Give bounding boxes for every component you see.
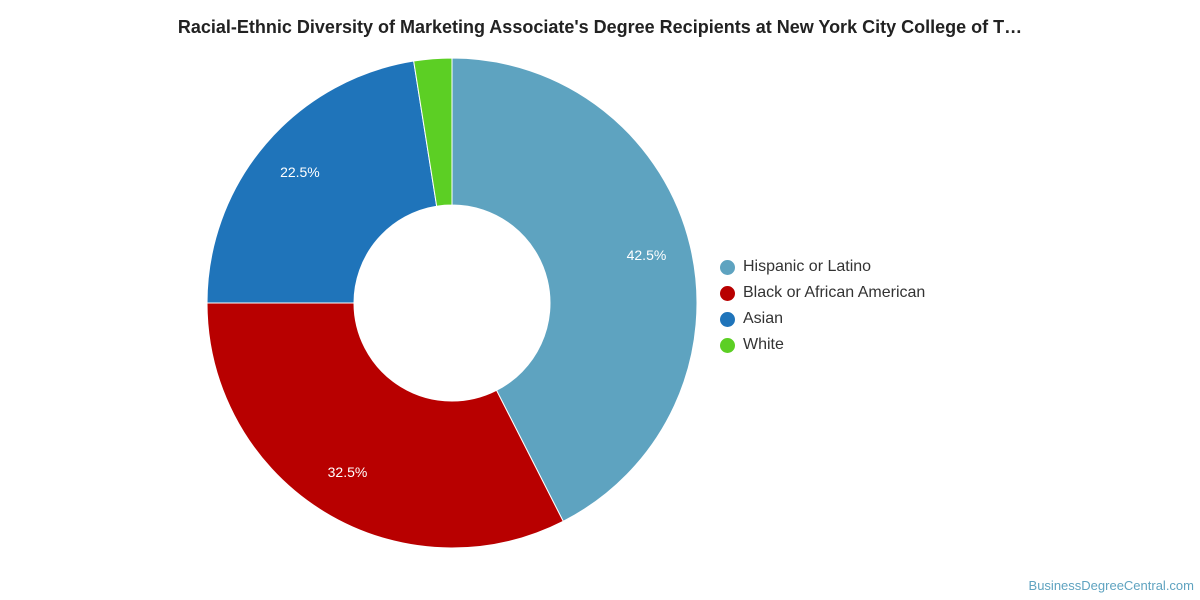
slice-value-label: 32.5% [328, 464, 368, 480]
legend-swatch [720, 285, 735, 301]
slice-black-or-african-american[interactable] [206, 302, 564, 549]
legend-item-asian[interactable]: Asian [720, 306, 925, 332]
legend-label: Hispanic or Latino [743, 258, 872, 275]
legend-swatch [720, 259, 735, 275]
slice-asian[interactable] [206, 60, 438, 304]
slice-value-label: 42.5% [627, 247, 667, 263]
slice-white[interactable] [413, 57, 453, 207]
donut-slices [206, 57, 698, 549]
chart-title: Racial-Ethnic Diversity of Marketing Ass… [177, 17, 1023, 37]
legend-item-white[interactable]: White [720, 332, 925, 358]
legend-swatch [720, 337, 735, 353]
slice-value-label: 22.5% [280, 164, 320, 180]
chart-legend: Hispanic or Latino Black or African Amer… [720, 254, 925, 358]
legend-label: White [743, 336, 784, 353]
slice-hispanic-or-latino[interactable] [451, 57, 698, 522]
source-credit[interactable]: BusinessDegreeCentral.com [1028, 578, 1194, 593]
legend-label: Black or African American [743, 284, 926, 301]
legend-label: Asian [743, 310, 784, 327]
legend-item-black-or-african-american[interactable]: Black or African American [720, 280, 925, 306]
legend-swatch [720, 311, 735, 327]
slice-labels: 42.5% 32.5% 22.5% [280, 164, 666, 480]
legend-item-hispanic-or-latino[interactable]: Hispanic or Latino [720, 254, 925, 280]
